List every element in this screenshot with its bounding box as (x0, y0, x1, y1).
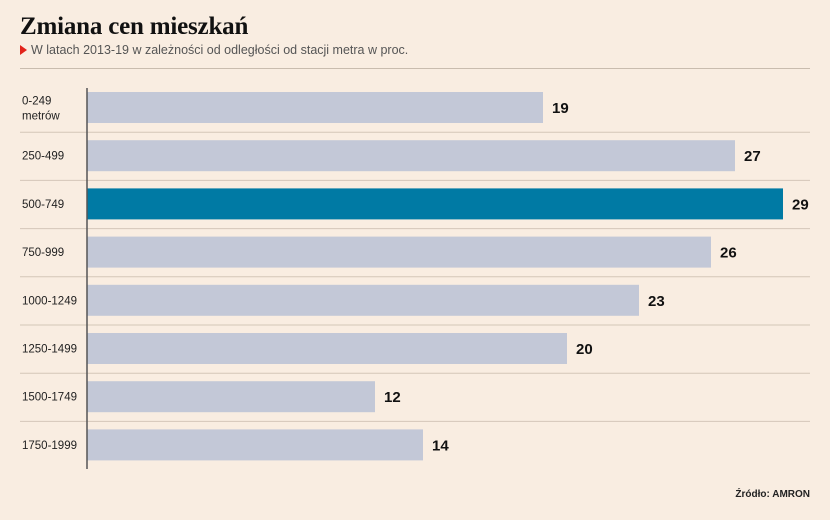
source-note: Źródło: AMRON (735, 489, 810, 500)
category-label: 0-249 metrów (22, 96, 60, 123)
bar (87, 140, 735, 172)
category-label: 1500-1749 (22, 392, 77, 404)
data-label: 27 (744, 148, 761, 165)
data-label: 23 (648, 293, 665, 310)
bar (87, 381, 375, 413)
category-label: 250-499 (22, 151, 64, 163)
category-label: 1000-1249 (22, 295, 77, 307)
bar (87, 284, 639, 316)
bar (87, 92, 543, 123)
data-label: 20 (576, 341, 593, 358)
bar (87, 236, 711, 268)
category-label: 500-749 (22, 199, 64, 211)
top-divider (20, 68, 810, 69)
data-label: 26 (720, 245, 737, 262)
data-label: 29 (792, 196, 809, 213)
bar (87, 333, 567, 364)
category-label: 1250-1499 (22, 344, 77, 356)
chart-title: Zmiana cen mieszkań (20, 13, 249, 40)
chart-subtitle: W latach 2013-19 w zależności od odległo… (20, 42, 408, 58)
subtitle-text: W latach 2013-19 w zależności od odległo… (31, 43, 409, 57)
data-label: 19 (552, 100, 569, 117)
bar (87, 429, 423, 461)
data-label: 12 (384, 389, 401, 406)
data-label: 14 (432, 437, 449, 454)
bar (87, 188, 783, 220)
triangle-marker-icon (20, 45, 27, 55)
category-label: 1750-1999 (22, 440, 77, 452)
category-label: 750-999 (22, 247, 64, 259)
